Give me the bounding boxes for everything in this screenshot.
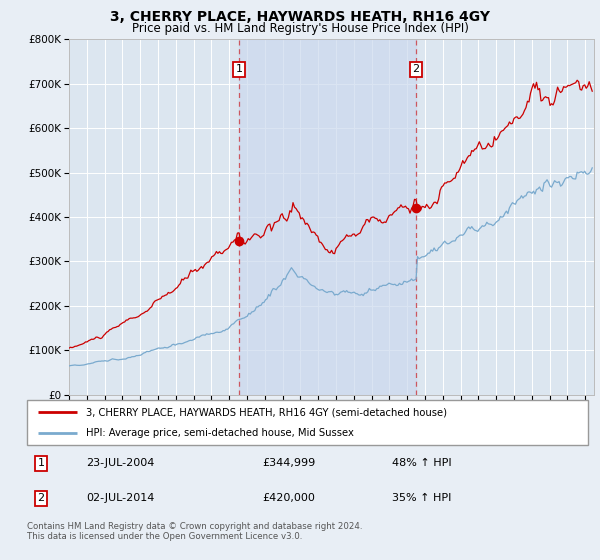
Text: 23-JUL-2004: 23-JUL-2004 [86, 459, 154, 468]
Text: Price paid vs. HM Land Registry's House Price Index (HPI): Price paid vs. HM Land Registry's House … [131, 22, 469, 35]
FancyBboxPatch shape [27, 400, 588, 445]
Text: 1: 1 [38, 459, 44, 468]
Text: 2: 2 [412, 64, 419, 74]
Text: 1: 1 [235, 64, 242, 74]
Text: 02-JUL-2014: 02-JUL-2014 [86, 493, 154, 503]
Text: £420,000: £420,000 [263, 493, 316, 503]
Text: 3, CHERRY PLACE, HAYWARDS HEATH, RH16 4GY (semi-detached house): 3, CHERRY PLACE, HAYWARDS HEATH, RH16 4G… [86, 408, 447, 418]
Text: Contains HM Land Registry data © Crown copyright and database right 2024.
This d: Contains HM Land Registry data © Crown c… [27, 522, 362, 542]
Text: 48% ↑ HPI: 48% ↑ HPI [392, 459, 451, 468]
Text: 2: 2 [37, 493, 44, 503]
Text: £344,999: £344,999 [263, 459, 316, 468]
Text: HPI: Average price, semi-detached house, Mid Sussex: HPI: Average price, semi-detached house,… [86, 428, 354, 438]
Bar [239, 39, 416, 395]
Text: 3, CHERRY PLACE, HAYWARDS HEATH, RH16 4GY: 3, CHERRY PLACE, HAYWARDS HEATH, RH16 4G… [110, 10, 490, 24]
Text: 35% ↑ HPI: 35% ↑ HPI [392, 493, 451, 503]
